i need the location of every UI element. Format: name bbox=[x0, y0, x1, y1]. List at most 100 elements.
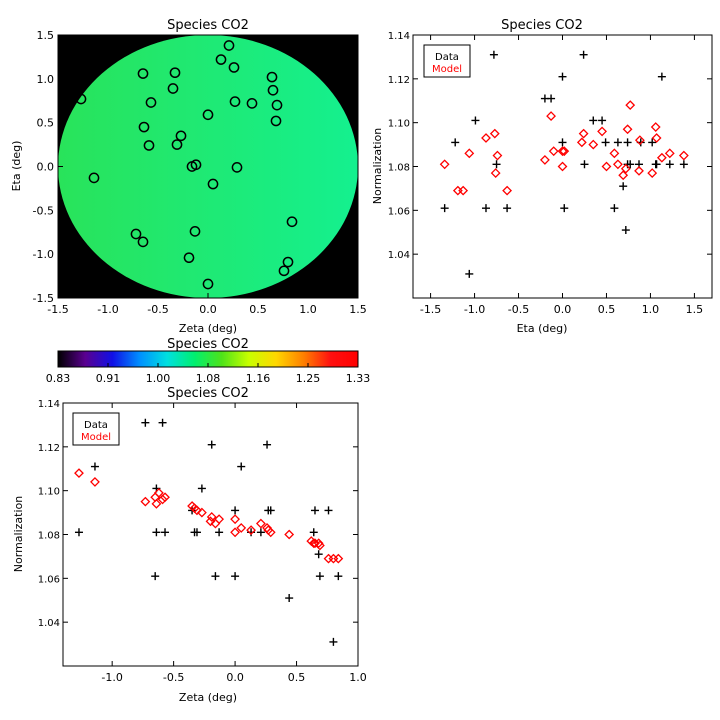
eta-plot-xtick-label: 0.0 bbox=[554, 303, 572, 316]
zeta-plot-data-point bbox=[263, 440, 272, 449]
eta-plot-model-point bbox=[625, 100, 636, 111]
zeta-plot-model-point bbox=[246, 525, 256, 536]
eta-plot-ytick-label: 1.12 bbox=[388, 75, 410, 86]
zeta-legend-data: Data bbox=[84, 420, 108, 431]
zeta-plot-model-point bbox=[310, 538, 320, 549]
map-marker bbox=[229, 96, 241, 107]
zeta-plot-model-point bbox=[333, 553, 344, 564]
map-ytick-label: 0.5 bbox=[37, 117, 55, 130]
zeta-plot-data-point bbox=[141, 418, 150, 427]
eta-plot-model-point bbox=[492, 150, 503, 161]
zeta-plot-xtick-label: 1.0 bbox=[349, 671, 367, 684]
eta-plot-data-point bbox=[492, 160, 501, 169]
map-xlabel: Zeta (deg) bbox=[179, 322, 237, 335]
colorbar-panel: Species CO2 0.83 0.91 1.00 1.08 1.16 1.25 1.33 bbox=[46, 337, 371, 385]
zeta-plot-model-point bbox=[74, 468, 84, 479]
zeta-plot-data-point bbox=[237, 462, 246, 471]
zeta-plot-model-point bbox=[284, 529, 295, 540]
map-marker bbox=[167, 83, 179, 94]
zeta-plot-data-point bbox=[324, 506, 333, 515]
eta-plot-panel: Species CO2 -1.5 -1.0 -0.5 0.0 0.5 1.0 1.5 1.04… bbox=[371, 18, 713, 335]
eta-plot-model-point bbox=[578, 128, 589, 139]
eta-plot-data-point bbox=[471, 116, 480, 125]
map-marker bbox=[215, 54, 227, 65]
eta-plot-model-point bbox=[439, 159, 450, 170]
eta-plot-model-point bbox=[634, 165, 644, 176]
eta-plot-model-point bbox=[490, 168, 501, 178]
zeta-legend: Data Model bbox=[72, 412, 120, 446]
map-marker bbox=[171, 139, 183, 150]
map-ytick-label: 0.0 bbox=[37, 161, 55, 174]
zeta-plot-data-point bbox=[90, 462, 99, 471]
eta-plot-xtick-label: -0.5 bbox=[508, 303, 529, 316]
map-marker bbox=[282, 256, 294, 268]
map-marker bbox=[143, 140, 155, 151]
eta-plot-model-point bbox=[612, 159, 623, 170]
map-marker bbox=[130, 228, 142, 240]
zeta-plot-data-point bbox=[158, 418, 167, 427]
eta-plot-model-point bbox=[601, 161, 612, 172]
eta-plot-title: Species CO2 bbox=[501, 18, 583, 33]
eta-plot-data-point bbox=[481, 204, 490, 213]
eta-plot-xtick-label: 1.5 bbox=[686, 303, 704, 316]
zeta-plot-data-point bbox=[152, 528, 161, 537]
eta-plot-ytick-label: 1.06 bbox=[388, 206, 410, 217]
eta-plot-model-point bbox=[458, 185, 469, 196]
map-marker bbox=[169, 67, 181, 79]
map-panel: Species CO2 -1.5 -1.0 -0.5 0.0 0.5 1.0 1.5 -1.… bbox=[10, 18, 367, 335]
eta-plot-model-point bbox=[557, 146, 568, 157]
zeta-plot-data-point bbox=[231, 572, 240, 581]
eta-plot-xtick-label: -1.5 bbox=[420, 303, 441, 316]
eta-plot-xlabel: Eta (deg) bbox=[517, 322, 568, 335]
eta-plot-ytick-label: 1.04 bbox=[388, 250, 410, 261]
map-marker bbox=[75, 93, 87, 105]
zeta-plot-model-point bbox=[214, 514, 225, 525]
zeta-plot-xtick-label: 0.5 bbox=[288, 671, 306, 684]
zeta-plot-model-point bbox=[196, 507, 207, 518]
zeta-plot-data-point bbox=[329, 637, 338, 646]
map-marker bbox=[223, 40, 235, 51]
eta-plot-data-point bbox=[489, 50, 498, 59]
zeta-plot-ytick-label: 1.14 bbox=[38, 399, 60, 410]
zeta-plot-xtick-label: -0.5 bbox=[163, 671, 184, 684]
eta-legend-model: Model bbox=[432, 64, 462, 75]
eta-plot-data-point bbox=[598, 116, 607, 125]
eta-plot-data-point bbox=[451, 138, 460, 147]
zeta-plot-data-point bbox=[256, 528, 265, 537]
zeta-plot-data-point bbox=[231, 506, 240, 515]
eta-legend-data: Data bbox=[435, 52, 459, 63]
zeta-plot-data-point bbox=[215, 528, 224, 537]
map-marker bbox=[266, 71, 278, 83]
eta-plot-model-point bbox=[622, 124, 633, 135]
eta-plot-model-point bbox=[656, 152, 667, 163]
colorbar-tick-label: 0.83 bbox=[46, 372, 71, 385]
zeta-plot-data-point bbox=[314, 550, 323, 559]
map-marker bbox=[88, 172, 100, 184]
zeta-plot-ytick-label: 1.12 bbox=[38, 443, 60, 454]
map-marker bbox=[246, 98, 258, 109]
zeta-plot-model-point bbox=[265, 527, 276, 538]
eta-plot-model-point bbox=[559, 146, 570, 157]
map-marker bbox=[190, 159, 202, 171]
eta-plot-xtick-label: 0.5 bbox=[598, 303, 616, 316]
eta-plot-data-point bbox=[665, 160, 674, 169]
map-marker bbox=[286, 216, 298, 228]
map-marker bbox=[270, 115, 282, 127]
eta-plot-model-point bbox=[557, 161, 568, 172]
zeta-plot-model-point bbox=[255, 518, 266, 529]
eta-plot-data-point bbox=[558, 72, 567, 81]
eta-plot-model-point bbox=[647, 168, 658, 178]
colorbar-tick-label: 1.00 bbox=[146, 372, 171, 385]
eta-plot-data-point bbox=[621, 226, 630, 235]
zeta-plot-model-point bbox=[314, 540, 325, 551]
eta-plot-data-point bbox=[580, 160, 589, 169]
zeta-plot-model-point bbox=[236, 523, 247, 533]
zeta-plot-data-point bbox=[310, 506, 319, 515]
map-xtick-label: 0.0 bbox=[199, 303, 217, 316]
zeta-plot-ytick-label: 1.08 bbox=[38, 531, 60, 542]
zeta-plot-data-point bbox=[285, 594, 294, 603]
eta-plot-model-point bbox=[502, 185, 513, 196]
map-marker bbox=[175, 130, 187, 142]
map-marker bbox=[189, 226, 201, 237]
eta-plot-data-point bbox=[626, 160, 635, 169]
